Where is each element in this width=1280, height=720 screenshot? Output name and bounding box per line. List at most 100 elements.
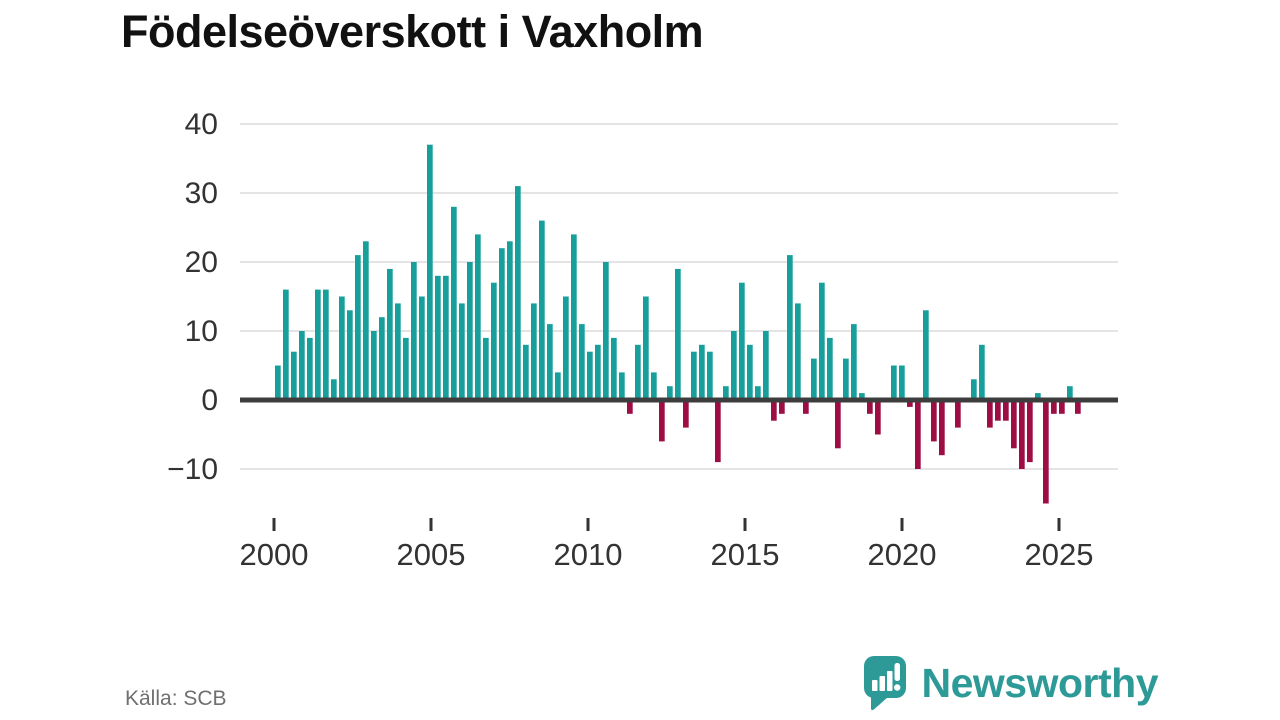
quarter-bar [843,358,849,400]
quarter-bar [443,275,449,400]
quarter-bar [651,372,657,400]
quarter-bar [395,303,401,400]
quarter-bar [563,296,569,400]
x-axis-tick-label: 2000 [240,537,309,572]
quarter-bar [931,400,937,442]
quarter-bar [371,331,377,400]
quarter-bar [387,268,393,400]
quarter-bar [411,262,417,400]
quarter-bar [715,400,721,463]
quarter-bar [459,303,465,400]
quarter-bar [531,303,537,400]
x-axis-tick-label: 2010 [554,537,623,572]
quarter-bar [955,400,961,428]
quarter-bar [427,144,433,400]
x-axis-tick-label: 2015 [711,537,780,572]
quarter-bar [731,331,737,400]
quarter-bar [811,358,817,400]
quarter-bar [547,324,553,400]
quarter-bar [835,400,841,449]
quarter-bar [467,262,473,400]
quarter-bar [435,275,441,400]
quarter-bar [867,400,873,414]
quarter-bar [499,248,505,400]
quarter-bar [875,400,881,435]
quarter-bar [515,186,521,400]
quarter-bar [1059,400,1065,414]
y-axis-tick-label: 40 [185,108,218,141]
quarter-bar [451,206,457,400]
quarter-bar [755,386,761,400]
quarter-bar [995,400,1001,421]
quarter-bar [763,331,769,400]
page-title: Födelseöverskott i Vaxholm [121,6,704,57]
quarter-bar [331,379,337,400]
quarter-bar [363,241,369,400]
quarter-bar [675,268,681,400]
quarter-bar [571,234,577,400]
newsworthy-wordmark: Newsworthy [921,659,1159,706]
y-axis-tick-label: −10 [167,453,218,486]
quarter-bar [483,337,489,400]
quarter-bar [291,351,297,400]
quarter-bar [803,400,809,414]
quarter-bar [1019,400,1025,469]
quarter-bar [723,386,729,400]
quarter-bar [1051,400,1057,414]
quarter-bar [299,331,305,400]
quarter-bar [659,400,665,442]
quarter-bar [683,400,689,428]
quarter-bar [539,220,545,400]
quarter-bar [979,344,985,400]
quarter-bar [1027,400,1033,463]
quarter-bar [523,344,529,400]
y-axis-tick-label: 0 [201,384,218,417]
quarter-bar [1011,400,1017,449]
quarter-bar [971,379,977,400]
y-axis-tick-label: 20 [185,246,218,279]
quarter-bar [611,337,617,400]
quarter-bar [747,344,753,400]
quarter-bar [859,393,865,400]
quarter-bar [691,351,697,400]
quarter-bar [1075,400,1081,414]
quarter-bar [491,282,497,400]
quarter-bar [555,372,561,400]
x-axis-tick-label: 2020 [868,537,937,572]
quarter-bar [355,255,361,400]
quarter-bar [379,317,385,400]
quarter-bar [307,337,313,400]
quarter-bar [403,337,409,400]
x-axis-tick-label: 2005 [397,537,466,572]
quarter-bar [283,289,289,400]
quarter-bar [627,400,633,414]
quarter-bar [923,310,929,400]
quarter-bar [819,282,825,400]
quarter-bar [707,351,713,400]
y-axis-tick-label: 10 [185,315,218,348]
quarter-bar [739,282,745,400]
quarter-bar [475,234,481,400]
quarter-bar [603,262,609,400]
quarter-bar [667,386,673,400]
quarter-bar [595,344,601,400]
quarter-bar [587,351,593,400]
quarter-bar [339,296,345,400]
quarter-bar [1043,400,1049,504]
quarter-bar [779,400,785,414]
newsworthy-brand: Newsworthy [862,654,1159,712]
quarter-bar [939,400,945,456]
quarter-bar [579,324,585,400]
quarter-bar [643,296,649,400]
quarter-bar [699,344,705,400]
quarter-bar [635,344,641,400]
quarter-bar [1003,400,1009,421]
quarter-bar [419,296,425,400]
quarter-bar [787,255,793,400]
quarter-bar [619,372,625,400]
quarter-bar [315,289,321,400]
y-axis-tick-label: 30 [185,177,218,210]
quarter-bar [915,400,921,469]
quarter-bar [907,400,913,407]
